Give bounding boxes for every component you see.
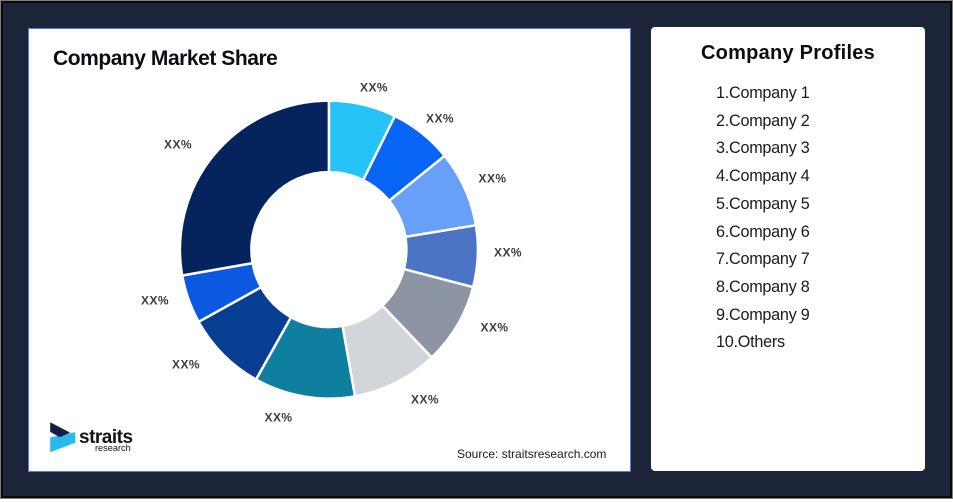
svg-text:XX%: XX% bbox=[141, 293, 169, 307]
svg-text:XX%: XX% bbox=[172, 357, 200, 371]
svg-text:XX%: XX% bbox=[426, 111, 454, 125]
svg-text:XX%: XX% bbox=[360, 80, 388, 94]
svg-text:XX%: XX% bbox=[411, 392, 439, 406]
svg-text:XX%: XX% bbox=[494, 245, 522, 259]
svg-text:XX%: XX% bbox=[479, 171, 507, 185]
svg-text:XX%: XX% bbox=[481, 320, 509, 334]
svg-text:XX%: XX% bbox=[265, 410, 293, 424]
svg-text:XX%: XX% bbox=[164, 137, 192, 151]
